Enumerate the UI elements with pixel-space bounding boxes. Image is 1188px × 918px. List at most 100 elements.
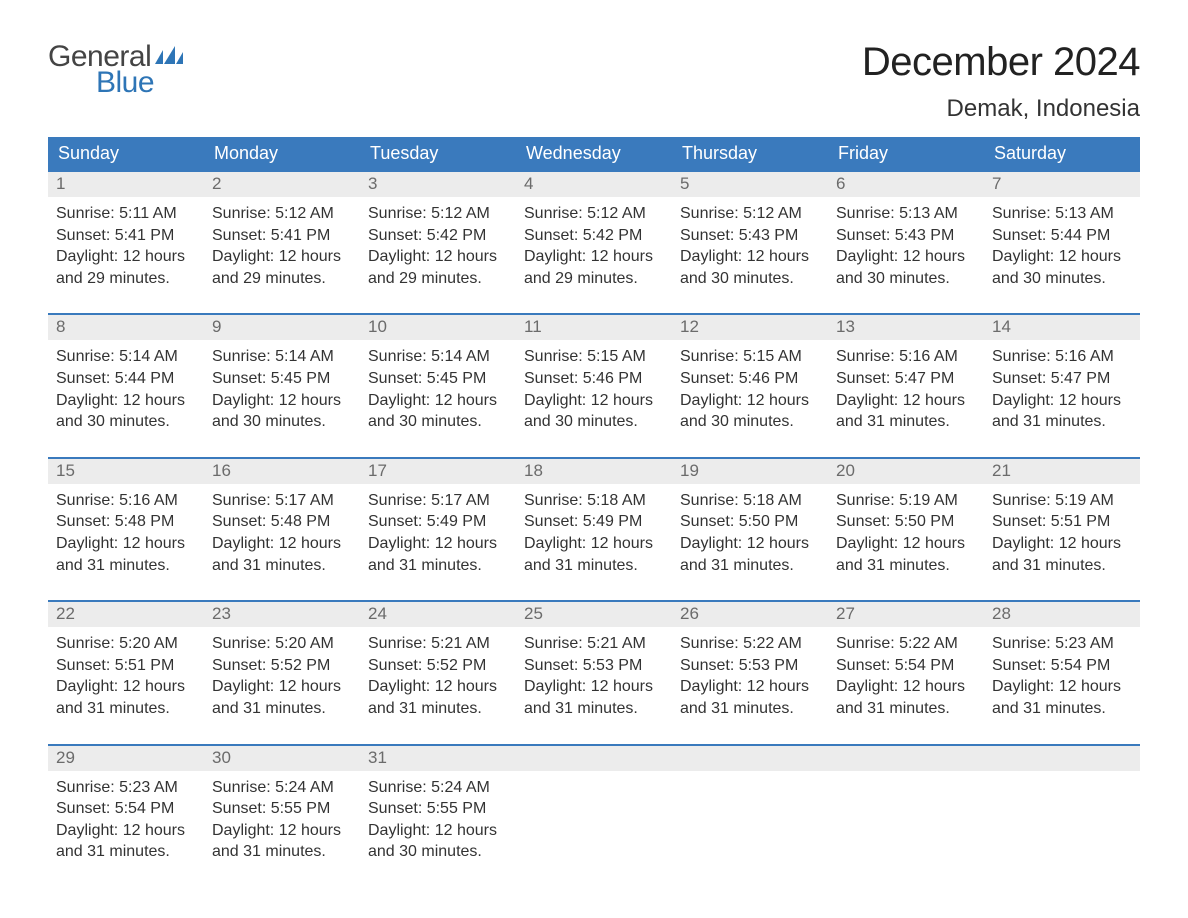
day-content: Sunrise: 5:18 AMSunset: 5:50 PMDaylight:… (672, 484, 828, 578)
sunset-line: Sunset: 5:45 PM (368, 368, 508, 390)
daylight-line: Daylight: 12 hours and 31 minutes. (524, 676, 664, 719)
day-number: 28 (984, 602, 1140, 627)
day-content: Sunrise: 5:21 AMSunset: 5:52 PMDaylight:… (360, 627, 516, 721)
day-number: 20 (828, 459, 984, 484)
daylight-line: Daylight: 12 hours and 31 minutes. (212, 820, 352, 863)
sunset-line: Sunset: 5:46 PM (524, 368, 664, 390)
day-number: 17 (360, 459, 516, 484)
sunset-line: Sunset: 5:55 PM (368, 798, 508, 820)
daylight-line: Daylight: 12 hours and 31 minutes. (680, 676, 820, 719)
daylight-line: Daylight: 12 hours and 29 minutes. (368, 246, 508, 289)
daylight-line: Daylight: 12 hours and 29 minutes. (212, 246, 352, 289)
day-number: 6 (828, 172, 984, 197)
day-content: Sunrise: 5:16 AMSunset: 5:47 PMDaylight:… (828, 340, 984, 434)
day-cell: 1Sunrise: 5:11 AMSunset: 5:41 PMDaylight… (48, 172, 204, 291)
daylight-line: Daylight: 12 hours and 31 minutes. (212, 676, 352, 719)
sunrise-line: Sunrise: 5:17 AM (368, 490, 508, 512)
day-cell (516, 746, 672, 865)
week-row: 22Sunrise: 5:20 AMSunset: 5:51 PMDayligh… (48, 600, 1140, 721)
sunset-line: Sunset: 5:42 PM (524, 225, 664, 247)
dow-cell: Sunday (48, 137, 204, 170)
day-number: 14 (984, 315, 1140, 340)
sunrise-line: Sunrise: 5:22 AM (836, 633, 976, 655)
days-of-week-row: SundayMondayTuesdayWednesdayThursdayFrid… (48, 137, 1140, 170)
sunrise-line: Sunrise: 5:11 AM (56, 203, 196, 225)
sunset-line: Sunset: 5:53 PM (524, 655, 664, 677)
day-cell: 27Sunrise: 5:22 AMSunset: 5:54 PMDayligh… (828, 602, 984, 721)
sunrise-line: Sunrise: 5:13 AM (992, 203, 1132, 225)
day-cell: 18Sunrise: 5:18 AMSunset: 5:49 PMDayligh… (516, 459, 672, 578)
day-content: Sunrise: 5:16 AMSunset: 5:47 PMDaylight:… (984, 340, 1140, 434)
day-cell: 20Sunrise: 5:19 AMSunset: 5:50 PMDayligh… (828, 459, 984, 578)
logo: General Blue (48, 40, 183, 100)
week-row: 1Sunrise: 5:11 AMSunset: 5:41 PMDaylight… (48, 170, 1140, 291)
sunrise-line: Sunrise: 5:18 AM (524, 490, 664, 512)
day-content: Sunrise: 5:22 AMSunset: 5:54 PMDaylight:… (828, 627, 984, 721)
sunrise-line: Sunrise: 5:16 AM (56, 490, 196, 512)
day-content: Sunrise: 5:12 AMSunset: 5:41 PMDaylight:… (204, 197, 360, 291)
day-number: 7 (984, 172, 1140, 197)
day-content: Sunrise: 5:12 AMSunset: 5:43 PMDaylight:… (672, 197, 828, 291)
day-content: Sunrise: 5:13 AMSunset: 5:44 PMDaylight:… (984, 197, 1140, 291)
sunset-line: Sunset: 5:41 PM (212, 225, 352, 247)
day-cell: 19Sunrise: 5:18 AMSunset: 5:50 PMDayligh… (672, 459, 828, 578)
day-number: 26 (672, 602, 828, 627)
day-content: Sunrise: 5:14 AMSunset: 5:45 PMDaylight:… (204, 340, 360, 434)
day-number: 13 (828, 315, 984, 340)
sunset-line: Sunset: 5:50 PM (836, 511, 976, 533)
sunset-line: Sunset: 5:43 PM (836, 225, 976, 247)
sunset-line: Sunset: 5:44 PM (992, 225, 1132, 247)
day-number (672, 746, 828, 771)
daylight-line: Daylight: 12 hours and 31 minutes. (836, 390, 976, 433)
day-content: Sunrise: 5:18 AMSunset: 5:49 PMDaylight:… (516, 484, 672, 578)
day-cell: 10Sunrise: 5:14 AMSunset: 5:45 PMDayligh… (360, 315, 516, 434)
daylight-line: Daylight: 12 hours and 31 minutes. (524, 533, 664, 576)
sunrise-line: Sunrise: 5:14 AM (212, 346, 352, 368)
day-cell: 3Sunrise: 5:12 AMSunset: 5:42 PMDaylight… (360, 172, 516, 291)
daylight-line: Daylight: 12 hours and 31 minutes. (56, 820, 196, 863)
sunrise-line: Sunrise: 5:12 AM (368, 203, 508, 225)
daylight-line: Daylight: 12 hours and 31 minutes. (836, 676, 976, 719)
sunrise-line: Sunrise: 5:24 AM (212, 777, 352, 799)
day-cell: 23Sunrise: 5:20 AMSunset: 5:52 PMDayligh… (204, 602, 360, 721)
sunset-line: Sunset: 5:55 PM (212, 798, 352, 820)
day-cell: 29Sunrise: 5:23 AMSunset: 5:54 PMDayligh… (48, 746, 204, 865)
sunset-line: Sunset: 5:47 PM (992, 368, 1132, 390)
daylight-line: Daylight: 12 hours and 31 minutes. (992, 533, 1132, 576)
day-content: Sunrise: 5:12 AMSunset: 5:42 PMDaylight:… (516, 197, 672, 291)
day-cell (828, 746, 984, 865)
daylight-line: Daylight: 12 hours and 30 minutes. (56, 390, 196, 433)
calendar: SundayMondayTuesdayWednesdayThursdayFrid… (48, 137, 1140, 865)
day-cell: 24Sunrise: 5:21 AMSunset: 5:52 PMDayligh… (360, 602, 516, 721)
sunset-line: Sunset: 5:54 PM (992, 655, 1132, 677)
dow-cell: Saturday (984, 137, 1140, 170)
day-cell: 31Sunrise: 5:24 AMSunset: 5:55 PMDayligh… (360, 746, 516, 865)
week-row: 15Sunrise: 5:16 AMSunset: 5:48 PMDayligh… (48, 457, 1140, 578)
day-number: 24 (360, 602, 516, 627)
day-number: 27 (828, 602, 984, 627)
daylight-line: Daylight: 12 hours and 31 minutes. (56, 533, 196, 576)
day-cell: 6Sunrise: 5:13 AMSunset: 5:43 PMDaylight… (828, 172, 984, 291)
day-number: 5 (672, 172, 828, 197)
day-number: 3 (360, 172, 516, 197)
day-cell: 16Sunrise: 5:17 AMSunset: 5:48 PMDayligh… (204, 459, 360, 578)
day-content: Sunrise: 5:12 AMSunset: 5:42 PMDaylight:… (360, 197, 516, 291)
day-number (828, 746, 984, 771)
day-number: 19 (672, 459, 828, 484)
sunrise-line: Sunrise: 5:19 AM (836, 490, 976, 512)
daylight-line: Daylight: 12 hours and 29 minutes. (56, 246, 196, 289)
title-block: December 2024 Demak, Indonesia (862, 40, 1140, 123)
sunset-line: Sunset: 5:42 PM (368, 225, 508, 247)
sunrise-line: Sunrise: 5:17 AM (212, 490, 352, 512)
day-cell: 25Sunrise: 5:21 AMSunset: 5:53 PMDayligh… (516, 602, 672, 721)
day-number: 30 (204, 746, 360, 771)
day-content: Sunrise: 5:17 AMSunset: 5:48 PMDaylight:… (204, 484, 360, 578)
day-content: Sunrise: 5:15 AMSunset: 5:46 PMDaylight:… (516, 340, 672, 434)
daylight-line: Daylight: 12 hours and 31 minutes. (836, 533, 976, 576)
daylight-line: Daylight: 12 hours and 31 minutes. (992, 390, 1132, 433)
day-cell: 5Sunrise: 5:12 AMSunset: 5:43 PMDaylight… (672, 172, 828, 291)
day-content: Sunrise: 5:19 AMSunset: 5:50 PMDaylight:… (828, 484, 984, 578)
dow-cell: Monday (204, 137, 360, 170)
sunset-line: Sunset: 5:50 PM (680, 511, 820, 533)
sunrise-line: Sunrise: 5:21 AM (368, 633, 508, 655)
